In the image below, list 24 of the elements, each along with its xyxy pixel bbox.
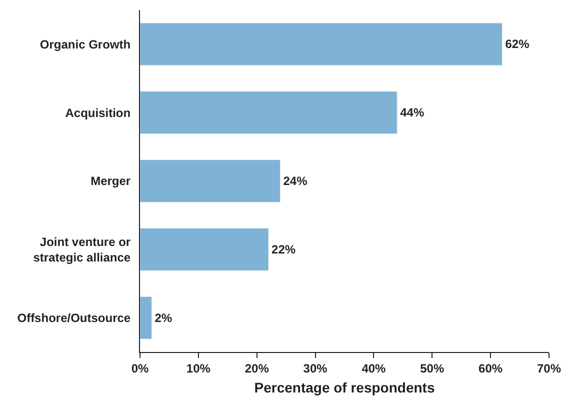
bar [140, 296, 152, 340]
bar [140, 160, 280, 202]
x-axis-title: Percentage of respondents [254, 380, 435, 396]
bar [140, 228, 269, 271]
y-tick-label: Organic Growth [40, 37, 131, 52]
data-label: 62% [505, 37, 530, 52]
x-tick-label: 50% [420, 361, 444, 376]
data-label: 22% [272, 242, 296, 256]
y-tick-label: Joint venture or strategic alliance [33, 234, 131, 264]
data-label: 44% [400, 106, 424, 120]
data-label: 2% [154, 310, 172, 325]
y-tick-label: Acquisition [65, 106, 131, 120]
x-tick-label: 10% [186, 361, 211, 376]
x-tick-label: 20% [244, 361, 270, 376]
x-tick-label: 0% [131, 361, 149, 376]
data-label: 24% [283, 174, 308, 188]
x-tick-label: 30% [303, 361, 328, 376]
x-tick-label: 60% [478, 361, 503, 376]
bar [140, 91, 398, 134]
y-tick-label: Offshore/Outsource [17, 311, 131, 325]
bar [140, 22, 503, 66]
y-tick-label: Merger [90, 174, 131, 188]
x-tick-label: 70% [536, 361, 562, 376]
x-tick-label: 40% [362, 361, 386, 376]
